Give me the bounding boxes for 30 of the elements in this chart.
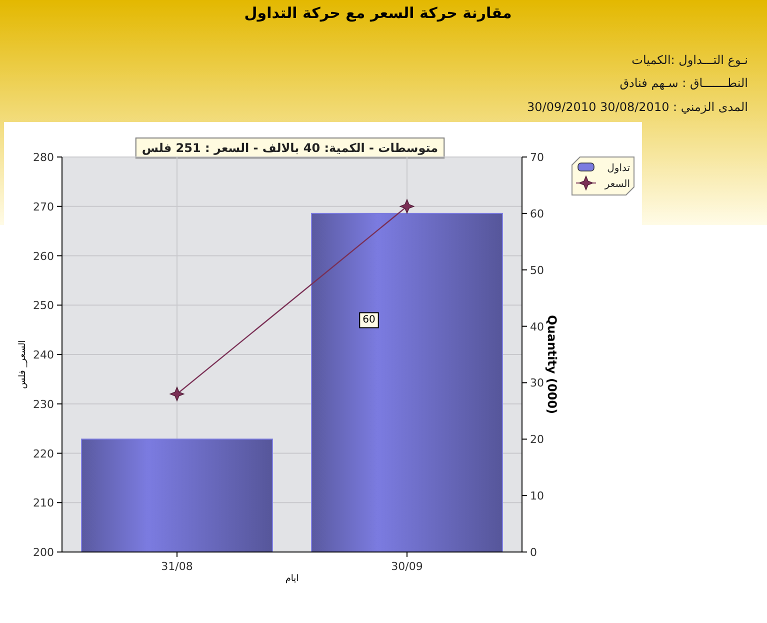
y-tick-label: 230	[33, 398, 54, 411]
data-label: 60	[362, 314, 376, 326]
y-tick-label: 220	[33, 447, 54, 460]
legend-label: تداول	[607, 163, 630, 174]
y-tick-label: 270	[33, 200, 54, 214]
y-tick-label: 200	[33, 546, 54, 559]
y-tick-label: 260	[33, 250, 54, 263]
x-tick-label: 31/08	[161, 560, 193, 573]
x-axis-title: ايام	[285, 574, 299, 584]
x-tick-label: 30/09	[391, 560, 423, 573]
y2-tick-label: 10	[530, 490, 544, 503]
text: نـوع التـــداول :الكميات	[632, 53, 748, 67]
y-tick-label: 250	[33, 299, 54, 312]
y2-tick-label: 20	[530, 433, 544, 446]
y-axis-title: السعر_ فلس	[18, 340, 28, 389]
text: المدى الزمني : 30/08/2010 30/09/2010	[527, 100, 748, 114]
y2-axis-title: Quantity (000)	[545, 315, 559, 414]
y2-tick-label: 50	[530, 264, 544, 277]
text: النطـــــــاق : سـهم فنادق	[620, 76, 748, 90]
chart-title: مقارنة حركة السعر مع حركة التداول	[244, 4, 512, 22]
y-tick-label: 280	[33, 151, 54, 164]
y2-tick-label: 30	[530, 376, 544, 390]
y-tick-label: 210	[33, 496, 54, 510]
y2-tick-label: 70	[530, 151, 544, 164]
y-tick-label: 240	[33, 348, 54, 362]
text: متوسطات - الكمية: 40 بالالف - السعر : 251 فلس	[142, 141, 438, 155]
y2-tick-label: 40	[530, 320, 544, 334]
y2-tick-label: 0	[530, 546, 537, 559]
legend-label: السعر	[604, 179, 630, 190]
y2-tick-label: 60	[530, 207, 544, 220]
